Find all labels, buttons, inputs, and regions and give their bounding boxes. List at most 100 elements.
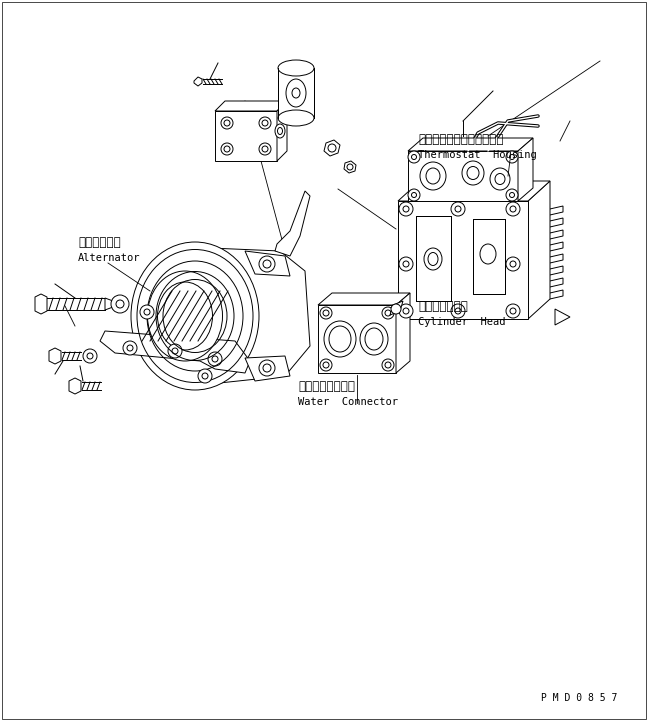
Text: Water  Connector: Water Connector: [298, 397, 398, 407]
Polygon shape: [528, 206, 563, 220]
Ellipse shape: [131, 242, 259, 390]
Ellipse shape: [278, 110, 314, 126]
Circle shape: [399, 257, 413, 271]
Bar: [473, 219, 505, 294]
Circle shape: [382, 307, 394, 319]
Circle shape: [262, 120, 268, 126]
Text: オルタネータ: オルタネータ: [78, 236, 121, 249]
Ellipse shape: [275, 124, 285, 138]
Bar: [318, 305, 396, 373]
Polygon shape: [528, 242, 563, 256]
Circle shape: [509, 193, 515, 198]
Bar: [408, 151, 518, 201]
Circle shape: [382, 359, 394, 371]
Circle shape: [259, 256, 275, 272]
Text: ウォータコネクタ: ウォータコネクタ: [298, 380, 355, 393]
Circle shape: [323, 310, 329, 316]
Ellipse shape: [420, 162, 446, 190]
Polygon shape: [518, 138, 533, 201]
Ellipse shape: [424, 248, 442, 270]
Polygon shape: [528, 290, 563, 304]
Text: P M D 0 8 5 7: P M D 0 8 5 7: [540, 693, 617, 703]
Ellipse shape: [490, 168, 510, 190]
Circle shape: [259, 117, 271, 129]
Circle shape: [403, 308, 409, 314]
Ellipse shape: [428, 252, 438, 265]
Ellipse shape: [277, 128, 283, 135]
Ellipse shape: [360, 323, 388, 355]
Circle shape: [116, 300, 124, 308]
Circle shape: [411, 154, 417, 159]
Polygon shape: [555, 309, 570, 325]
Circle shape: [208, 352, 222, 366]
Circle shape: [455, 308, 461, 314]
Ellipse shape: [278, 60, 314, 76]
Text: サーモスタットハウシング: サーモスタットハウシング: [418, 133, 503, 146]
Circle shape: [506, 151, 518, 163]
Circle shape: [399, 202, 413, 216]
Polygon shape: [49, 348, 61, 364]
Circle shape: [212, 356, 218, 362]
Polygon shape: [194, 77, 202, 86]
Circle shape: [510, 261, 516, 267]
Polygon shape: [100, 331, 250, 373]
Ellipse shape: [480, 244, 496, 264]
Bar: [416, 216, 451, 301]
Ellipse shape: [462, 161, 484, 185]
Polygon shape: [528, 218, 563, 232]
Polygon shape: [398, 181, 550, 201]
Polygon shape: [245, 356, 290, 381]
Polygon shape: [277, 101, 287, 161]
Polygon shape: [245, 251, 290, 276]
Circle shape: [259, 360, 275, 376]
Polygon shape: [528, 254, 563, 268]
Circle shape: [509, 154, 515, 159]
Circle shape: [83, 349, 97, 363]
Circle shape: [510, 206, 516, 212]
Circle shape: [391, 304, 401, 314]
Circle shape: [408, 151, 420, 163]
Circle shape: [224, 146, 230, 152]
Bar: [215, 111, 277, 161]
Circle shape: [259, 143, 271, 155]
Circle shape: [506, 257, 520, 271]
Circle shape: [87, 353, 93, 359]
Circle shape: [403, 261, 409, 267]
Polygon shape: [528, 181, 550, 319]
Polygon shape: [528, 278, 563, 292]
Ellipse shape: [148, 271, 222, 361]
Polygon shape: [275, 191, 310, 256]
Circle shape: [198, 369, 212, 383]
Circle shape: [451, 304, 465, 318]
Circle shape: [320, 307, 332, 319]
Circle shape: [127, 345, 133, 351]
Circle shape: [506, 202, 520, 216]
Circle shape: [411, 193, 417, 198]
Text: Thermostat  Housing: Thermostat Housing: [418, 150, 537, 160]
Bar: [473, 219, 505, 294]
Circle shape: [320, 359, 332, 371]
Circle shape: [263, 364, 271, 372]
Circle shape: [144, 309, 150, 315]
Circle shape: [506, 189, 518, 201]
Ellipse shape: [426, 168, 440, 184]
Text: シリンダヘッド: シリンダヘッド: [418, 300, 468, 313]
Polygon shape: [215, 101, 287, 111]
Circle shape: [385, 362, 391, 368]
Polygon shape: [324, 140, 340, 156]
Polygon shape: [528, 266, 563, 280]
Circle shape: [510, 308, 516, 314]
Circle shape: [221, 143, 233, 155]
Circle shape: [408, 189, 420, 201]
Circle shape: [323, 362, 329, 368]
Circle shape: [347, 164, 353, 170]
Circle shape: [385, 310, 391, 316]
Circle shape: [451, 202, 465, 216]
Circle shape: [328, 144, 336, 152]
Circle shape: [224, 120, 230, 126]
Polygon shape: [318, 293, 410, 305]
Ellipse shape: [286, 79, 306, 107]
Polygon shape: [528, 230, 563, 244]
Circle shape: [399, 304, 413, 318]
Polygon shape: [344, 161, 356, 173]
